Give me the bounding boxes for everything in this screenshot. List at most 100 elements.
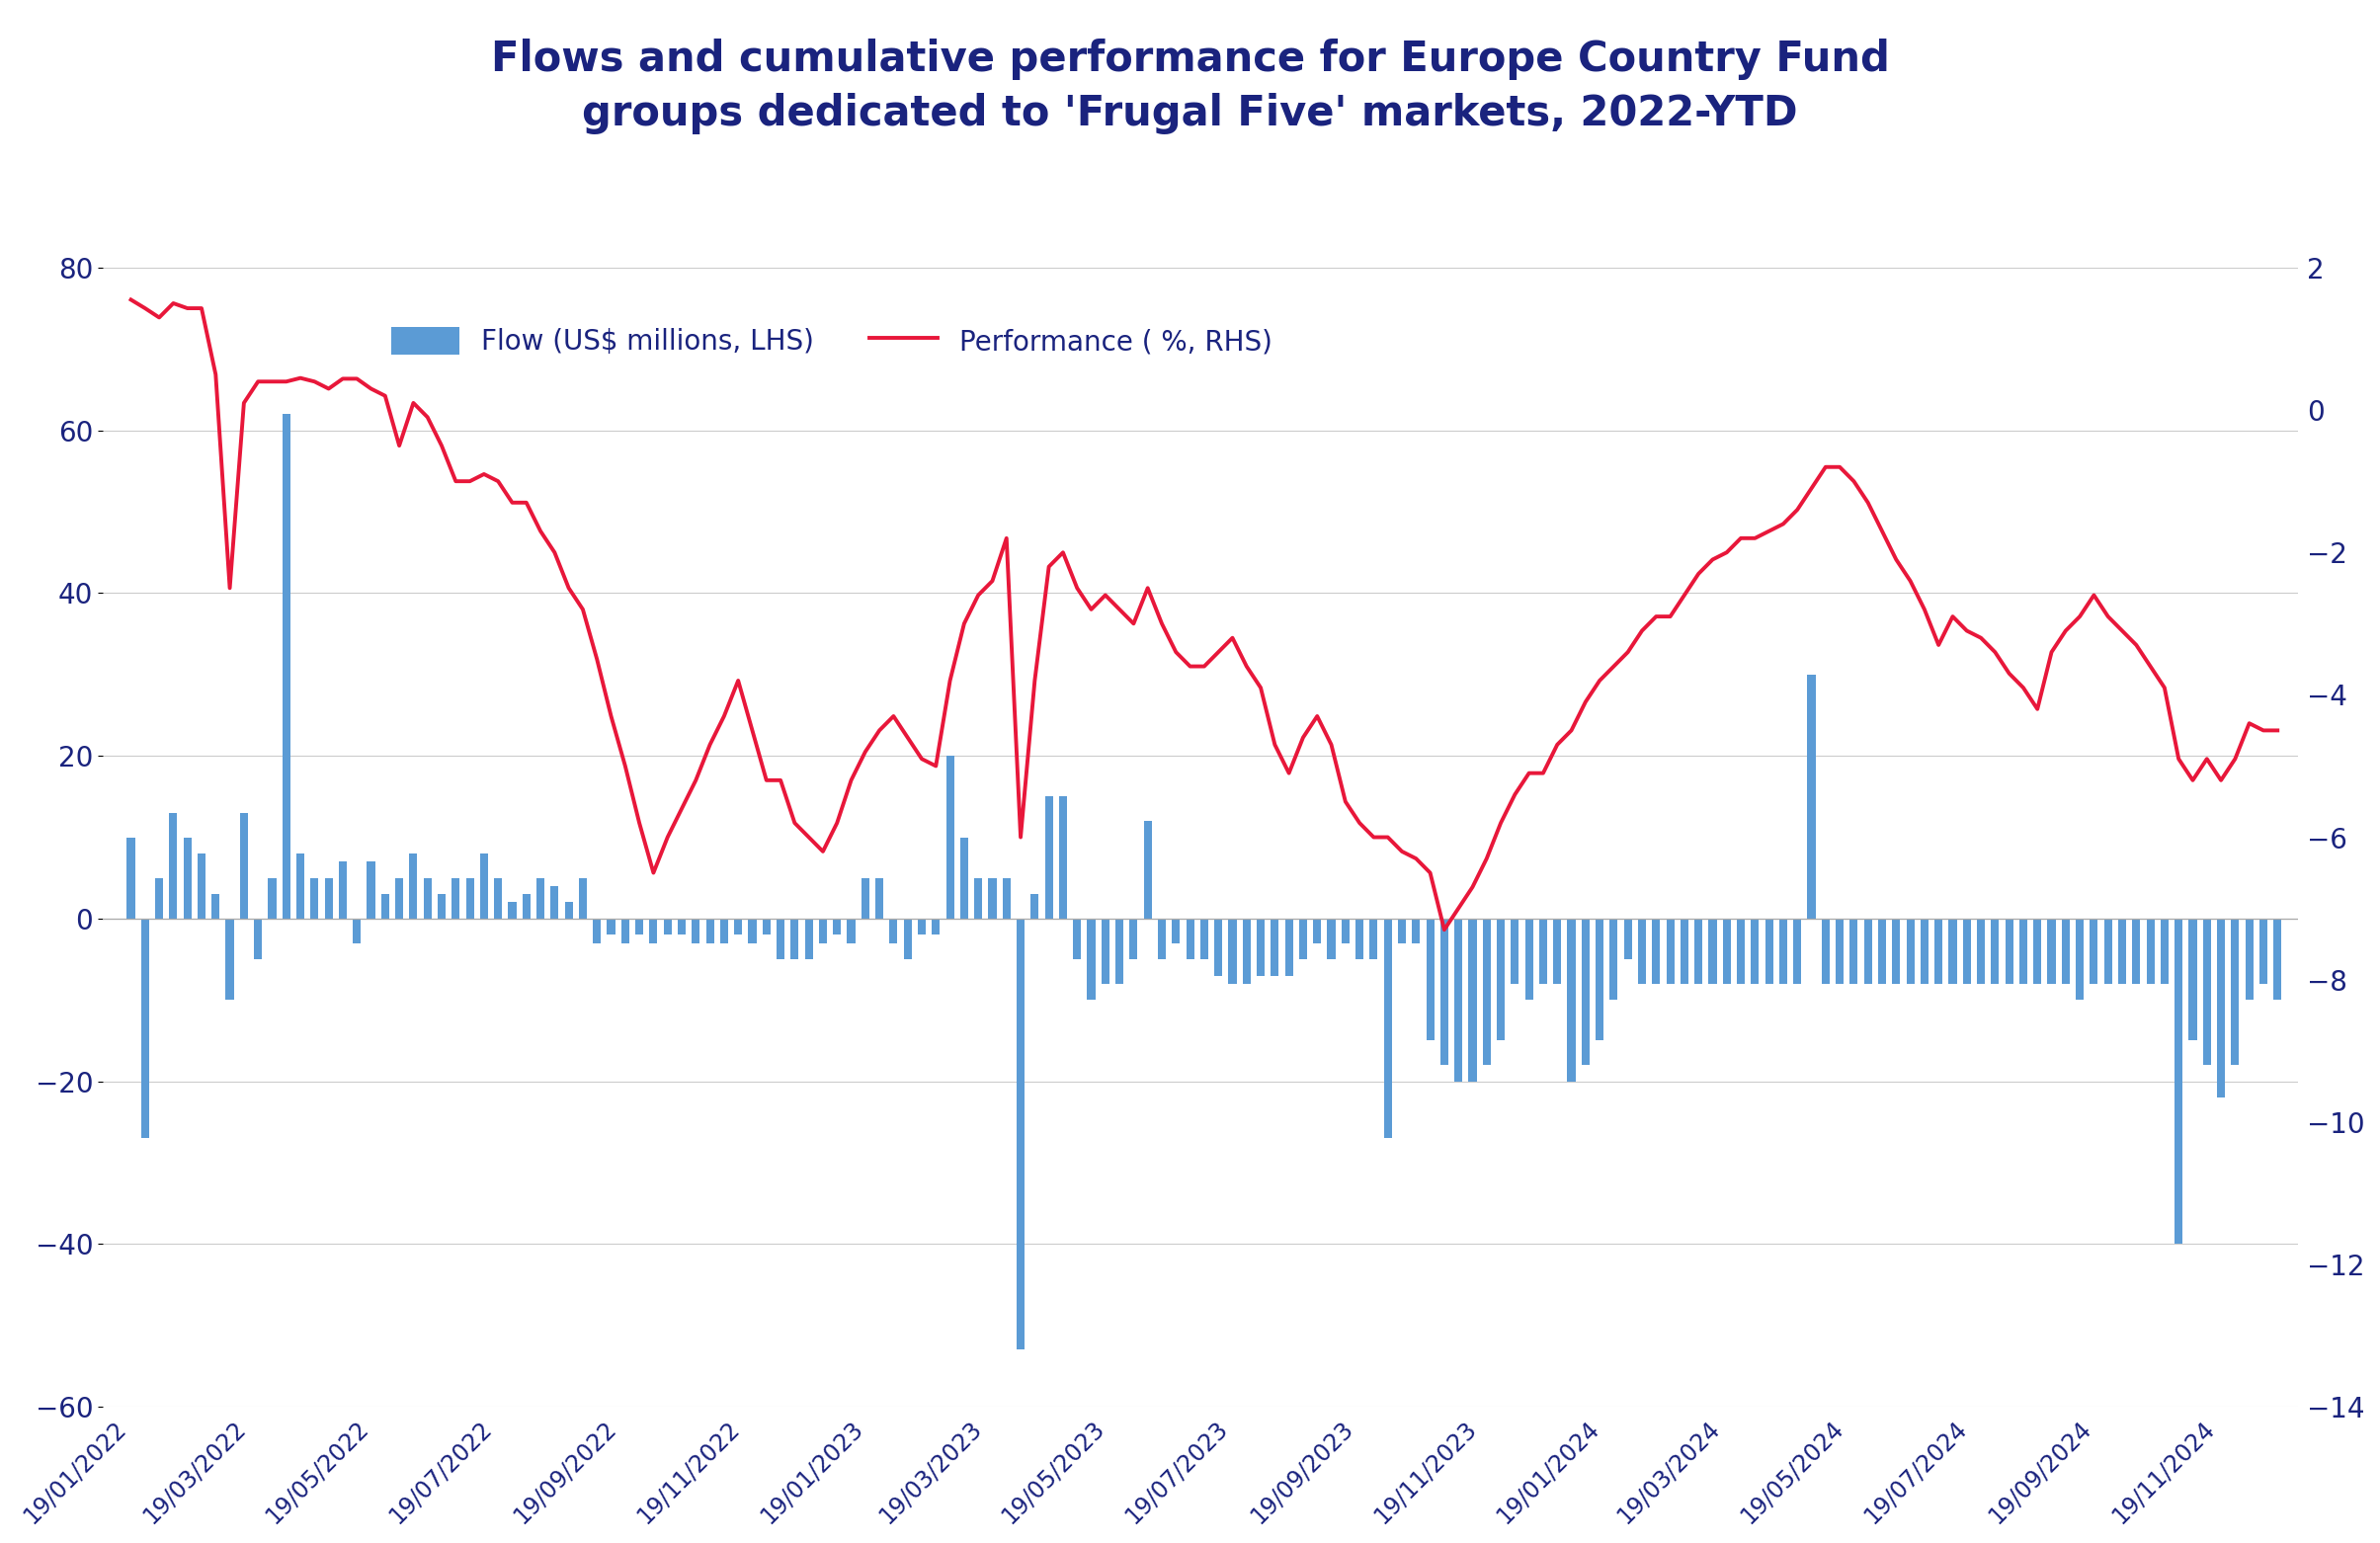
- Bar: [395, 878, 402, 918]
- Bar: [1821, 918, 1830, 983]
- Bar: [945, 756, 954, 918]
- Bar: [2190, 918, 2197, 1040]
- Bar: [678, 918, 685, 935]
- Bar: [890, 918, 897, 943]
- Bar: [1383, 918, 1392, 1139]
- Bar: [155, 878, 164, 918]
- Bar: [1892, 918, 1899, 983]
- Bar: [1935, 918, 1942, 983]
- Bar: [183, 838, 190, 918]
- Bar: [762, 918, 771, 935]
- Bar: [2175, 918, 2182, 1244]
- Bar: [367, 861, 376, 918]
- Bar: [1992, 918, 1999, 983]
- Bar: [747, 918, 757, 943]
- Bar: [650, 918, 657, 943]
- Bar: [1752, 918, 1759, 983]
- Bar: [1440, 918, 1449, 1065]
- Bar: [452, 878, 459, 918]
- Bar: [1835, 918, 1844, 983]
- Bar: [919, 918, 926, 935]
- Text: Flows and cumulative performance for Europe Country Fund
groups dedicated to 'Fr: Flows and cumulative performance for Eur…: [490, 39, 1890, 134]
- Bar: [1397, 918, 1407, 943]
- Bar: [536, 878, 545, 918]
- Bar: [904, 918, 912, 960]
- Bar: [509, 903, 516, 918]
- Bar: [1511, 918, 1518, 983]
- Bar: [2104, 918, 2111, 983]
- Bar: [564, 903, 574, 918]
- Legend: Flow (US$ millions, LHS), Performance ( %, RHS): Flow (US$ millions, LHS), Performance ( …: [381, 316, 1283, 367]
- Bar: [1145, 821, 1152, 918]
- Bar: [1921, 918, 1928, 983]
- Bar: [212, 893, 219, 918]
- Bar: [2132, 918, 2140, 983]
- Bar: [550, 886, 559, 918]
- Bar: [381, 893, 390, 918]
- Bar: [1666, 918, 1673, 983]
- Bar: [1580, 918, 1590, 1065]
- Bar: [1073, 918, 1081, 960]
- Bar: [819, 918, 826, 943]
- Bar: [1497, 918, 1504, 1040]
- Bar: [481, 853, 488, 918]
- Bar: [607, 918, 614, 935]
- Bar: [1426, 918, 1435, 1040]
- Bar: [521, 893, 531, 918]
- Bar: [324, 878, 333, 918]
- Bar: [1849, 918, 1859, 983]
- Bar: [338, 861, 347, 918]
- Bar: [693, 918, 700, 943]
- Bar: [2090, 918, 2097, 983]
- Bar: [1637, 918, 1647, 983]
- Bar: [198, 853, 205, 918]
- Bar: [1171, 918, 1180, 943]
- Bar: [635, 918, 643, 935]
- Bar: [1723, 918, 1730, 983]
- Bar: [1102, 918, 1109, 983]
- Bar: [424, 878, 431, 918]
- Bar: [721, 918, 728, 943]
- Bar: [1623, 918, 1633, 960]
- Bar: [495, 878, 502, 918]
- Bar: [1949, 918, 1956, 983]
- Bar: [933, 918, 940, 935]
- Bar: [1314, 918, 1321, 943]
- Bar: [804, 918, 814, 960]
- Bar: [1002, 878, 1012, 918]
- Bar: [1806, 674, 1816, 918]
- Bar: [2033, 918, 2042, 983]
- Bar: [240, 813, 248, 918]
- Bar: [1792, 918, 1802, 983]
- Bar: [1554, 918, 1561, 983]
- Bar: [2244, 918, 2254, 1000]
- Bar: [1200, 918, 1209, 960]
- Bar: [578, 878, 588, 918]
- Bar: [2047, 918, 2056, 983]
- Bar: [847, 918, 854, 943]
- Bar: [1680, 918, 1687, 983]
- Bar: [593, 918, 602, 943]
- Bar: [1016, 918, 1026, 1350]
- Bar: [862, 878, 869, 918]
- Bar: [1652, 918, 1661, 983]
- Bar: [2147, 918, 2154, 983]
- Bar: [438, 893, 445, 918]
- Bar: [2204, 918, 2211, 1065]
- Bar: [664, 918, 671, 935]
- Bar: [1157, 918, 1166, 960]
- Bar: [2118, 918, 2125, 983]
- Bar: [2216, 918, 2225, 1097]
- Bar: [1116, 918, 1123, 983]
- Bar: [2161, 918, 2168, 983]
- Bar: [269, 878, 276, 918]
- Bar: [283, 414, 290, 918]
- Bar: [1242, 918, 1250, 983]
- Bar: [621, 918, 628, 943]
- Bar: [1454, 918, 1461, 1082]
- Bar: [2075, 918, 2085, 1000]
- Bar: [790, 918, 800, 960]
- Bar: [2004, 918, 2013, 983]
- Bar: [1906, 918, 1914, 983]
- Bar: [1878, 918, 1885, 983]
